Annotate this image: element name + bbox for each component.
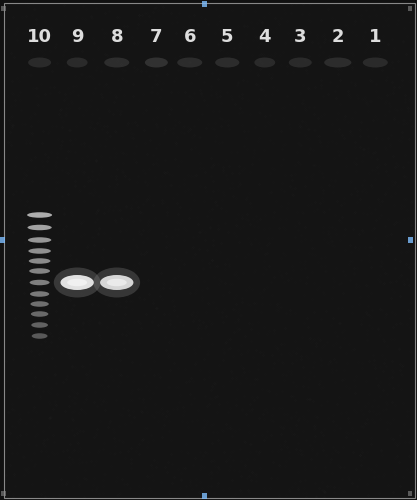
Bar xyxy=(0,236,5,243)
Ellipse shape xyxy=(67,279,87,286)
Ellipse shape xyxy=(289,58,311,68)
Text: 8: 8 xyxy=(111,28,123,46)
Ellipse shape xyxy=(30,280,50,285)
Ellipse shape xyxy=(324,58,351,68)
Ellipse shape xyxy=(363,58,388,68)
Bar xyxy=(408,6,412,10)
Text: 2: 2 xyxy=(332,28,344,46)
Ellipse shape xyxy=(177,58,202,68)
Ellipse shape xyxy=(30,291,49,296)
Ellipse shape xyxy=(67,58,88,68)
Ellipse shape xyxy=(28,58,51,68)
Ellipse shape xyxy=(104,58,129,68)
Ellipse shape xyxy=(54,268,100,298)
Ellipse shape xyxy=(28,248,51,254)
Text: 7: 7 xyxy=(150,28,163,46)
Text: 1: 1 xyxy=(369,28,382,46)
Text: 6: 6 xyxy=(183,28,196,46)
Ellipse shape xyxy=(29,268,50,274)
Text: 3: 3 xyxy=(294,28,306,46)
Ellipse shape xyxy=(31,311,48,317)
Text: 4: 4 xyxy=(259,28,271,46)
Ellipse shape xyxy=(145,58,168,68)
Bar xyxy=(408,236,414,243)
Ellipse shape xyxy=(254,58,275,68)
Ellipse shape xyxy=(28,238,51,243)
Bar xyxy=(201,0,207,7)
Text: 10: 10 xyxy=(27,28,52,46)
Ellipse shape xyxy=(60,275,94,290)
Bar xyxy=(2,490,6,496)
Ellipse shape xyxy=(93,268,140,298)
Text: 5: 5 xyxy=(221,28,234,46)
Ellipse shape xyxy=(28,225,52,230)
Bar xyxy=(201,493,207,499)
Ellipse shape xyxy=(30,301,49,306)
Bar xyxy=(2,6,6,10)
Ellipse shape xyxy=(215,58,239,68)
Ellipse shape xyxy=(32,333,48,339)
Ellipse shape xyxy=(29,258,50,264)
Ellipse shape xyxy=(100,275,133,290)
Text: 9: 9 xyxy=(71,28,83,46)
Ellipse shape xyxy=(27,212,52,218)
Ellipse shape xyxy=(31,322,48,328)
Ellipse shape xyxy=(107,279,127,286)
Bar xyxy=(408,490,412,496)
